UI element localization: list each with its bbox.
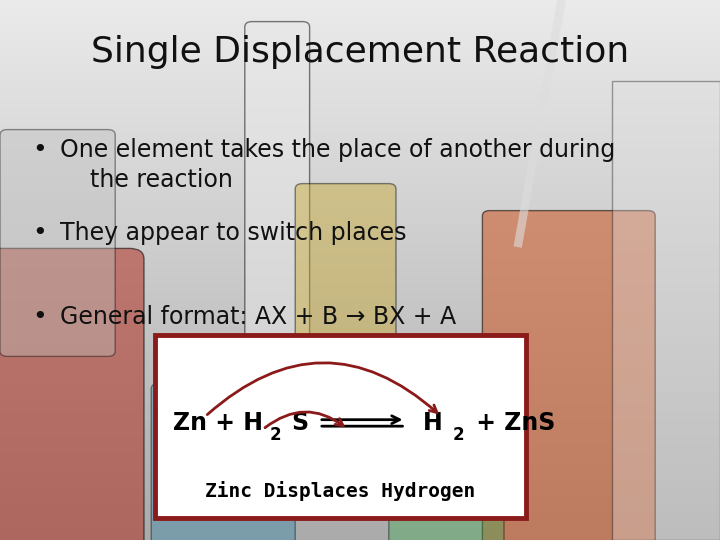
Text: They appear to switch places: They appear to switch places: [60, 221, 406, 245]
Text: Zn + H: Zn + H: [173, 411, 263, 435]
FancyArrowPatch shape: [207, 363, 437, 415]
FancyBboxPatch shape: [0, 130, 115, 356]
Text: 2: 2: [270, 426, 282, 444]
FancyArrowPatch shape: [265, 412, 343, 428]
Text: •: •: [32, 221, 47, 245]
Text: 2: 2: [452, 426, 464, 444]
Text: General format: AX + B → BX + A: General format: AX + B → BX + A: [60, 305, 456, 329]
FancyBboxPatch shape: [155, 335, 526, 518]
Text: •: •: [32, 138, 47, 161]
Text: H: H: [423, 411, 443, 435]
FancyBboxPatch shape: [612, 81, 720, 540]
FancyBboxPatch shape: [482, 211, 655, 540]
Text: One element takes the place of another during
    the reaction: One element takes the place of another d…: [60, 138, 615, 192]
FancyBboxPatch shape: [151, 383, 295, 540]
FancyBboxPatch shape: [295, 184, 396, 491]
Text: Zinc Displaces Hydrogen: Zinc Displaces Hydrogen: [205, 481, 475, 501]
Text: + ZnS: + ZnS: [468, 411, 555, 435]
FancyBboxPatch shape: [245, 22, 310, 491]
FancyBboxPatch shape: [389, 416, 504, 540]
FancyBboxPatch shape: [0, 248, 144, 540]
Text: Single Displacement Reaction: Single Displacement Reaction: [91, 35, 629, 69]
Text: •: •: [32, 305, 47, 329]
Text: S: S: [292, 411, 309, 435]
